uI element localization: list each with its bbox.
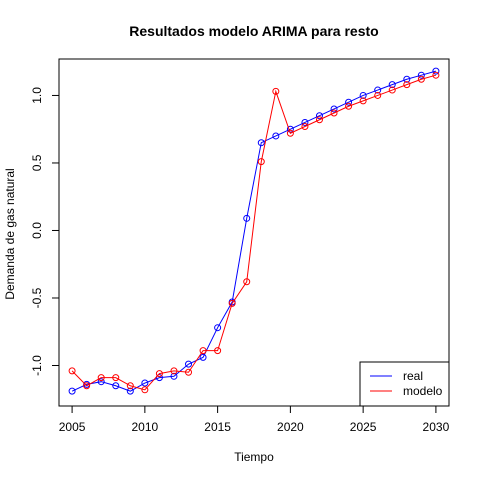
- x-tick-label: 2010: [132, 420, 159, 434]
- y-tick-label: 0.5: [30, 154, 44, 171]
- data-point-real: [388, 81, 396, 89]
- data-point-modelo: [97, 374, 105, 382]
- data-point-real: [403, 75, 411, 83]
- data-point-real: [112, 382, 120, 390]
- legend-label-modelo: modelo: [403, 384, 443, 398]
- data-point-real: [359, 91, 367, 99]
- data-point-modelo: [315, 116, 323, 124]
- data-point-real: [97, 378, 105, 386]
- chart-title: Resultados modelo ARIMA para resto: [129, 23, 378, 39]
- data-point-modelo: [286, 129, 294, 137]
- x-tick-label: 2030: [423, 420, 450, 434]
- data-point-real: [170, 372, 178, 380]
- plot-series: [68, 67, 440, 395]
- data-point-real: [214, 324, 222, 332]
- data-point-modelo: [330, 109, 338, 117]
- y-axis: -1.0 -0.5 0.0 0.5 1.0: [30, 87, 59, 376]
- data-point-real: [315, 112, 323, 120]
- data-point-modelo: [112, 374, 120, 382]
- data-point-real: [272, 132, 280, 140]
- data-point-real: [417, 71, 425, 79]
- data-point-modelo: [155, 370, 163, 378]
- data-point-modelo: [374, 91, 382, 99]
- data-point-real: [185, 360, 193, 368]
- data-point-real: [301, 118, 309, 126]
- x-axis: 2005 2010 2015 2020 2025 2030: [59, 406, 450, 434]
- data-point-modelo: [68, 367, 76, 375]
- data-point-modelo: [141, 386, 149, 394]
- data-point-real: [243, 214, 251, 222]
- data-point-modelo: [301, 123, 309, 131]
- y-tick-label: -0.5: [30, 287, 44, 308]
- x-axis-label: Tiempo: [234, 450, 274, 464]
- data-point-real: [199, 353, 207, 361]
- data-point-real: [126, 387, 134, 395]
- y-tick-label: -1.0: [30, 355, 44, 376]
- x-tick-label: 2020: [277, 420, 304, 434]
- data-point-modelo: [126, 382, 134, 390]
- data-point-real: [432, 67, 440, 75]
- data-point-real: [330, 105, 338, 113]
- data-point-real: [141, 379, 149, 387]
- data-point-modelo: [170, 367, 178, 375]
- data-point-modelo: [272, 87, 280, 95]
- data-point-real: [345, 98, 353, 106]
- data-point-modelo: [403, 81, 411, 89]
- data-point-modelo: [83, 382, 91, 390]
- data-point-real: [374, 86, 382, 94]
- plot-frame: [58, 58, 450, 407]
- data-point-modelo: [185, 368, 193, 376]
- data-point-modelo: [228, 299, 236, 307]
- data-point-modelo: [417, 75, 425, 83]
- x-tick-label: 2025: [350, 420, 377, 434]
- data-point-modelo: [345, 102, 353, 110]
- y-axis-label: Demanda de gas natural: [3, 168, 17, 299]
- data-point-modelo: [257, 158, 265, 166]
- x-tick-label: 2005: [59, 420, 86, 434]
- y-tick-label: 0.0: [30, 222, 44, 239]
- data-point-modelo: [243, 278, 251, 286]
- legend-box: [359, 361, 450, 407]
- data-point-modelo: [214, 347, 222, 355]
- data-point-real: [68, 387, 76, 395]
- data-point-modelo: [199, 347, 207, 355]
- data-point-modelo: [359, 97, 367, 105]
- data-point-real: [257, 139, 265, 147]
- data-point-modelo: [432, 71, 440, 79]
- legend-label-real: real: [403, 369, 423, 383]
- data-point-modelo: [388, 86, 396, 94]
- x-tick-label: 2015: [204, 420, 231, 434]
- y-tick-label: 1.0: [30, 87, 44, 104]
